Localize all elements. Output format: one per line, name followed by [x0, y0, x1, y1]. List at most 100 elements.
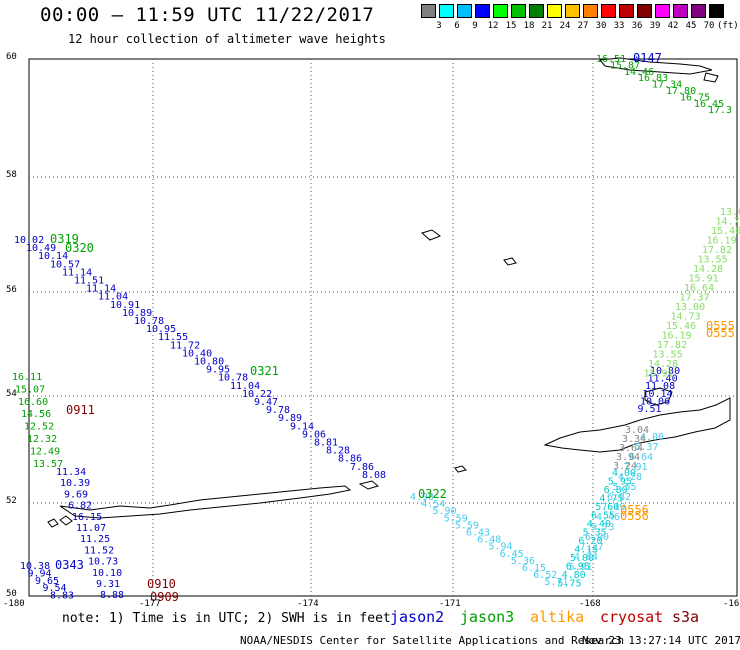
wave-height-label: 15.46 [711, 226, 740, 237]
wave-height-label: 3.24 [613, 461, 637, 472]
wave-height-label: 10.39 [60, 478, 90, 489]
wave-height-label: 11.72 [170, 340, 200, 351]
wave-height-label: 16.15 [72, 512, 102, 523]
wave-height-label: 11.52 [84, 545, 114, 556]
wave-height-label: 9.06 [302, 429, 326, 440]
wave-height-label: 10.10 [92, 568, 122, 579]
wave-height-label: 5.35 [583, 528, 607, 539]
wave-height-label: 10.22 [242, 389, 272, 400]
wave-height-label: 4.28 [618, 472, 642, 483]
scale-swatch [439, 4, 454, 18]
wave-height-label: 9.31 [96, 579, 120, 590]
time-label: 0910 [147, 577, 176, 591]
wave-height-label: 11.34 [56, 467, 86, 478]
scale-swatch [709, 4, 724, 18]
wave-height-label: 17.3 [708, 105, 732, 116]
wave-height-label: 5.00 [570, 553, 594, 564]
wave-height-label: 4.90 [410, 492, 434, 503]
scale-tick-label: 27 [577, 21, 589, 31]
wave-height-label: 7.86 [350, 462, 374, 473]
wave-height-label: 11.14 [62, 267, 92, 278]
wave-height-label: 6.20 [578, 536, 602, 547]
wave-height-label: 5.73 [591, 522, 615, 533]
grid-lines [29, 59, 737, 596]
wave-height-label: 10.38 [20, 561, 50, 572]
landmass [503, 257, 517, 266]
scale-tick-label: 45 [685, 21, 697, 31]
wave-height-label: 17.82 [657, 340, 687, 351]
time-label: 0555 [706, 319, 735, 333]
wave-height-label: 11.07 [76, 523, 106, 534]
wave-height-label: 5.55 [613, 482, 637, 493]
wave-height-label: 3.34 [622, 434, 646, 445]
wave-height-label: 4.64 [574, 552, 598, 563]
wave-height-label: 15.91 [644, 369, 674, 380]
wave-height-label: 7.91 [624, 462, 648, 473]
wave-height-label: 6.00 [585, 532, 609, 543]
wave-height-label: 4.75 [599, 494, 623, 505]
wave-height-label: 15.07 [15, 384, 45, 395]
wave-height-label: 3.94 [616, 452, 640, 463]
wave-height-label: 11.14 [86, 284, 116, 295]
satellite-legend-item: cryosat [600, 608, 664, 626]
scale-swatch [583, 4, 598, 18]
wave-height-label: 8.83 [50, 591, 74, 602]
scale-swatch [529, 4, 544, 18]
scale-swatch [511, 4, 526, 18]
scale-swatch [565, 4, 580, 18]
wave-height-label: 10.49 [26, 243, 56, 254]
wave-height-label: 16.19 [662, 331, 692, 342]
lat-label: 54 [6, 389, 17, 399]
scale-swatch [457, 4, 472, 18]
wave-height-label: 4.40 [587, 519, 611, 530]
scale-tick-label: 3 [436, 21, 442, 31]
wave-height-label: 9.65 [35, 576, 59, 587]
coastline [47, 57, 731, 528]
wave-height-label: 10.73 [88, 557, 118, 568]
wave-height-label: 5.94 [488, 542, 512, 553]
landmass [543, 397, 731, 453]
lat-label: 52 [6, 496, 17, 506]
wave-height-label: 3.64 [619, 443, 643, 454]
wave-height-label: 11.40 [648, 374, 678, 385]
wave-height-label: 5.71 [544, 577, 568, 588]
wave-height-label: 5.95 [608, 477, 632, 488]
satellite-tracks: 16.5115.8714.4616.8317.3417.8016.7516.45… [12, 51, 740, 604]
wave-height-label: 10.78 [218, 373, 248, 384]
scale-tick-label: 42 [667, 21, 679, 31]
lon-label: -174 [297, 599, 319, 609]
lat-label: 56 [6, 285, 17, 295]
wave-height-label: 4.80 [562, 570, 586, 581]
wave-height-label: 13.00 [720, 207, 740, 218]
scale-swatch [637, 4, 652, 18]
satellite-legend-item: jason2 [390, 608, 445, 626]
wave-height-label: 3.04 [625, 425, 649, 436]
wave-height-label: 16.11 [12, 372, 42, 383]
wave-height-label: 5.36 [511, 556, 535, 567]
wave-height-label: 9.14 [290, 421, 314, 432]
scale-tick-label: 9 [472, 21, 478, 31]
scale-tick-label: 12 [487, 21, 499, 31]
wave-height-label: 10.78 [134, 316, 164, 327]
wave-height-label: 6.55 [591, 511, 615, 522]
wave-height-label: 9.69 [64, 489, 88, 500]
footer-timestamp: Nov 23 13:27:14 UTC 2017 [582, 634, 740, 647]
wave-height-label: 15.91 [689, 274, 719, 285]
landmass [454, 465, 467, 473]
wave-height-label: 6.82 [68, 501, 92, 512]
time-label: 0321 [250, 364, 279, 378]
landmass [420, 229, 442, 241]
wave-height-label: 11.55 [158, 332, 188, 343]
lon-label: -180 [3, 599, 25, 609]
wave-height-label: 14.28 [648, 359, 678, 370]
wave-height-label: 6.45 [500, 549, 524, 560]
satellite-legend-item: altika [530, 608, 585, 626]
wave-height-label: 9.47 [254, 397, 278, 408]
wave-height-label: 6.43 [466, 528, 490, 539]
wave-height-label: 15.87 [610, 60, 640, 71]
time-label: 0319 [50, 232, 79, 246]
wave-height-label: 6.82 [607, 492, 631, 503]
wave-height-label: 16.75 [680, 92, 710, 103]
landmass [703, 72, 719, 83]
wave-height-label: 15.46 [666, 321, 696, 332]
